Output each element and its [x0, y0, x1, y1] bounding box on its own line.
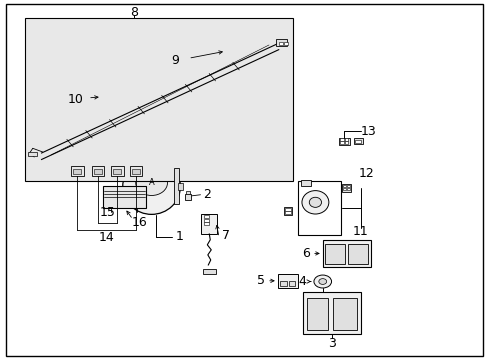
Circle shape: [310, 302, 323, 312]
Text: 8: 8: [130, 6, 138, 19]
Bar: [201, 214, 217, 234]
Bar: [342, 184, 350, 192]
Bar: [111, 166, 123, 176]
Bar: [113, 169, 121, 174]
Text: 10: 10: [68, 93, 83, 106]
Bar: [338, 138, 349, 145]
Bar: [303, 292, 360, 334]
Bar: [344, 141, 347, 144]
Bar: [28, 152, 37, 156]
Text: 9: 9: [171, 54, 179, 67]
Text: 5: 5: [256, 274, 264, 287]
Bar: [340, 138, 343, 141]
Bar: [354, 140, 361, 143]
Circle shape: [310, 317, 323, 326]
Text: 3: 3: [327, 337, 335, 350]
Ellipse shape: [302, 191, 328, 214]
Bar: [277, 274, 298, 288]
Text: 2: 2: [203, 188, 210, 201]
Text: 14: 14: [99, 231, 114, 244]
Bar: [353, 138, 363, 144]
Text: 6: 6: [301, 247, 309, 260]
Bar: [298, 181, 341, 235]
Bar: [278, 42, 282, 45]
Bar: [173, 168, 179, 204]
Bar: [284, 211, 291, 214]
Bar: [276, 39, 286, 46]
Text: 11: 11: [352, 225, 368, 238]
Bar: [300, 180, 311, 186]
Text: A: A: [148, 179, 154, 188]
Bar: [203, 269, 215, 274]
Bar: [344, 138, 347, 141]
Circle shape: [318, 279, 326, 284]
Ellipse shape: [136, 170, 167, 195]
Text: 15: 15: [100, 206, 115, 219]
Ellipse shape: [122, 159, 180, 215]
Bar: [288, 281, 295, 286]
Ellipse shape: [308, 197, 321, 207]
Bar: [25, 18, 293, 181]
Bar: [322, 240, 370, 267]
Bar: [203, 219, 208, 222]
Text: 13: 13: [360, 125, 375, 138]
Bar: [283, 207, 292, 215]
Circle shape: [163, 126, 169, 130]
Bar: [280, 281, 286, 286]
Bar: [343, 185, 346, 187]
Bar: [306, 298, 327, 330]
Text: 7: 7: [222, 229, 229, 242]
Text: 1: 1: [176, 230, 183, 243]
Bar: [132, 169, 140, 174]
Bar: [284, 208, 291, 211]
Bar: [178, 183, 183, 190]
Bar: [130, 166, 142, 176]
Circle shape: [313, 275, 331, 288]
Bar: [346, 185, 349, 187]
Bar: [346, 188, 349, 190]
Bar: [325, 244, 344, 264]
Bar: [347, 244, 367, 264]
Text: 16: 16: [131, 216, 147, 229]
Text: 12: 12: [358, 167, 374, 180]
Bar: [73, 169, 81, 174]
Bar: [71, 166, 83, 176]
Bar: [184, 194, 190, 200]
Bar: [332, 298, 356, 330]
Bar: [102, 186, 145, 208]
Bar: [340, 141, 343, 144]
Bar: [203, 222, 208, 225]
Bar: [343, 188, 346, 190]
Bar: [94, 169, 102, 174]
Bar: [283, 42, 287, 45]
Bar: [185, 191, 189, 194]
Bar: [203, 215, 208, 218]
Text: 4: 4: [298, 275, 305, 288]
Bar: [92, 166, 104, 176]
